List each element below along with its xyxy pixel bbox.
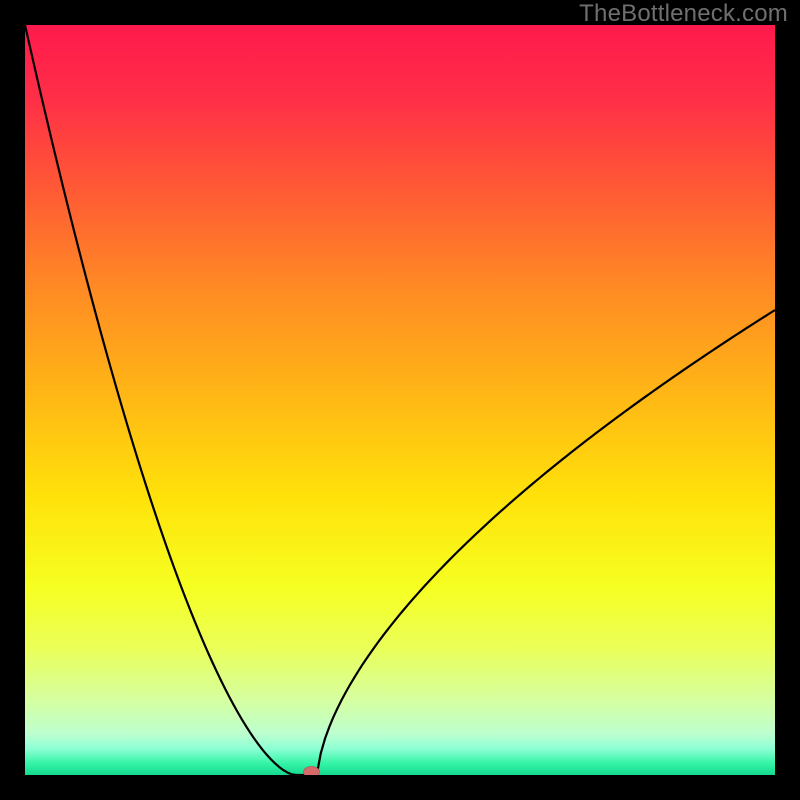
chart-background (25, 25, 775, 775)
watermark-text: TheBottleneck.com (579, 0, 788, 28)
optimal-marker (304, 767, 320, 776)
bottleneck-chart (25, 25, 775, 775)
